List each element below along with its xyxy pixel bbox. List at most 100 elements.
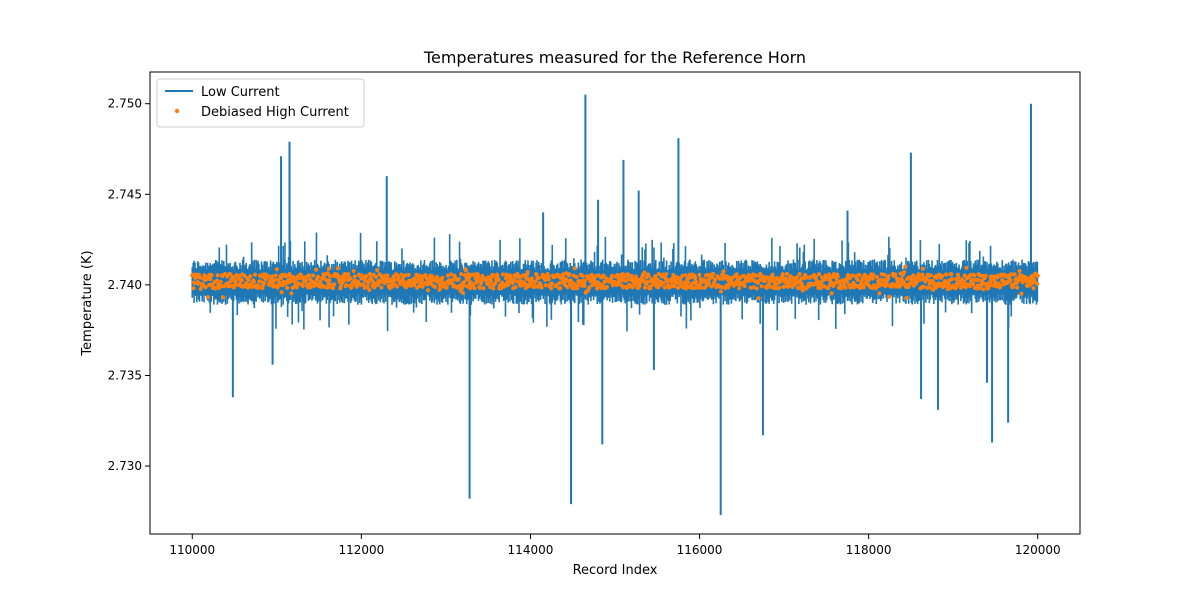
high-current-point	[983, 273, 988, 278]
high-current-point	[903, 264, 908, 269]
high-current-point	[303, 278, 308, 283]
high-current-point	[661, 280, 666, 286]
high-current-point	[1009, 272, 1014, 277]
high-current-point	[466, 275, 472, 280]
high-current-point	[279, 290, 284, 295]
high-current-point	[385, 273, 390, 278]
high-current-point	[412, 276, 417, 281]
high-current-point	[882, 272, 887, 277]
high-current-point	[754, 286, 759, 291]
high-current-point	[285, 285, 290, 290]
high-current-point	[242, 273, 247, 278]
high-current-point	[306, 273, 312, 278]
high-current-point	[554, 282, 559, 288]
high-current-point	[477, 285, 483, 291]
high-current-point	[813, 274, 819, 280]
high-current-point	[754, 273, 759, 278]
high-current-point	[699, 285, 704, 290]
x-axis-label: Record Index	[573, 563, 658, 578]
high-current-point	[970, 277, 975, 282]
high-current-point	[416, 278, 421, 283]
x-tick-label: 118000	[846, 543, 892, 557]
high-current-point	[233, 279, 238, 284]
high-current-point	[758, 271, 763, 277]
high-current-point	[444, 285, 449, 290]
high-current-point	[558, 286, 563, 291]
high-current-point	[962, 273, 967, 278]
high-current-point	[472, 286, 477, 291]
high-current-point	[697, 272, 702, 278]
high-current-point	[248, 274, 253, 279]
high-current-point	[266, 274, 271, 279]
legend: Low Current Debiased High Current	[156, 78, 365, 128]
high-current-point	[203, 285, 208, 290]
high-current-point	[202, 273, 207, 278]
high-current-point	[827, 272, 832, 277]
high-current-point	[886, 274, 891, 279]
high-current-point	[676, 285, 681, 290]
high-current-point	[327, 278, 332, 283]
high-current-point	[940, 273, 945, 279]
high-current-point	[373, 274, 379, 279]
high-current-point	[341, 279, 346, 284]
high-current-point	[759, 284, 764, 289]
high-current-point	[402, 280, 408, 285]
high-current-point	[783, 276, 788, 281]
high-current-point	[877, 291, 882, 296]
high-current-point	[274, 267, 279, 272]
high-current-point	[646, 273, 651, 278]
high-current-point	[335, 266, 341, 271]
high-current-point	[546, 277, 551, 282]
high-current-point	[844, 279, 849, 284]
legend-entry-debiased-high-current: Debiased High Current	[201, 105, 349, 120]
x-tick-label: 110000	[169, 543, 215, 557]
high-current-point	[981, 287, 986, 292]
high-current-point	[1012, 272, 1017, 277]
x-axis: 110000 112000 114000 116000 118000 120000	[169, 534, 1061, 557]
high-current-point	[730, 275, 735, 281]
high-current-point	[549, 286, 554, 291]
high-current-point	[539, 285, 544, 290]
high-current-point	[352, 274, 357, 279]
high-current-point	[855, 277, 860, 282]
high-current-point	[251, 279, 257, 284]
high-current-point	[543, 283, 548, 288]
high-current-point	[260, 285, 265, 291]
high-current-point	[332, 282, 337, 287]
x-tick-label: 112000	[338, 543, 384, 557]
high-current-point	[419, 278, 425, 283]
high-current-point	[993, 284, 999, 289]
high-current-point	[471, 282, 476, 287]
high-current-point	[214, 278, 220, 283]
high-current-point	[196, 281, 201, 286]
high-current-point	[928, 273, 933, 278]
high-current-point	[423, 273, 428, 278]
high-current-point	[395, 284, 400, 289]
high-current-point	[972, 273, 977, 278]
high-current-point	[574, 274, 579, 280]
high-current-point	[523, 286, 528, 291]
high-current-point	[536, 276, 541, 281]
axes-frame	[149, 71, 1081, 535]
high-current-point	[964, 265, 969, 270]
high-current-point	[481, 286, 486, 291]
high-current-point	[311, 273, 316, 278]
high-current-point	[378, 280, 383, 285]
high-current-point	[363, 278, 368, 283]
high-current-point	[198, 275, 203, 280]
high-current-point	[279, 276, 284, 281]
high-current-point	[209, 273, 214, 278]
high-current-point	[663, 272, 669, 277]
high-current-point	[492, 281, 498, 286]
high-current-point	[272, 277, 277, 283]
high-current-point	[273, 273, 278, 278]
high-current-point	[770, 275, 776, 281]
high-current-point	[645, 280, 650, 285]
high-current-point	[348, 276, 353, 281]
high-current-point	[1027, 283, 1032, 288]
high-current-point	[326, 266, 331, 271]
high-current-point	[491, 286, 496, 291]
high-current-point	[683, 273, 688, 278]
high-current-point	[655, 277, 660, 282]
high-current-point	[448, 272, 454, 277]
